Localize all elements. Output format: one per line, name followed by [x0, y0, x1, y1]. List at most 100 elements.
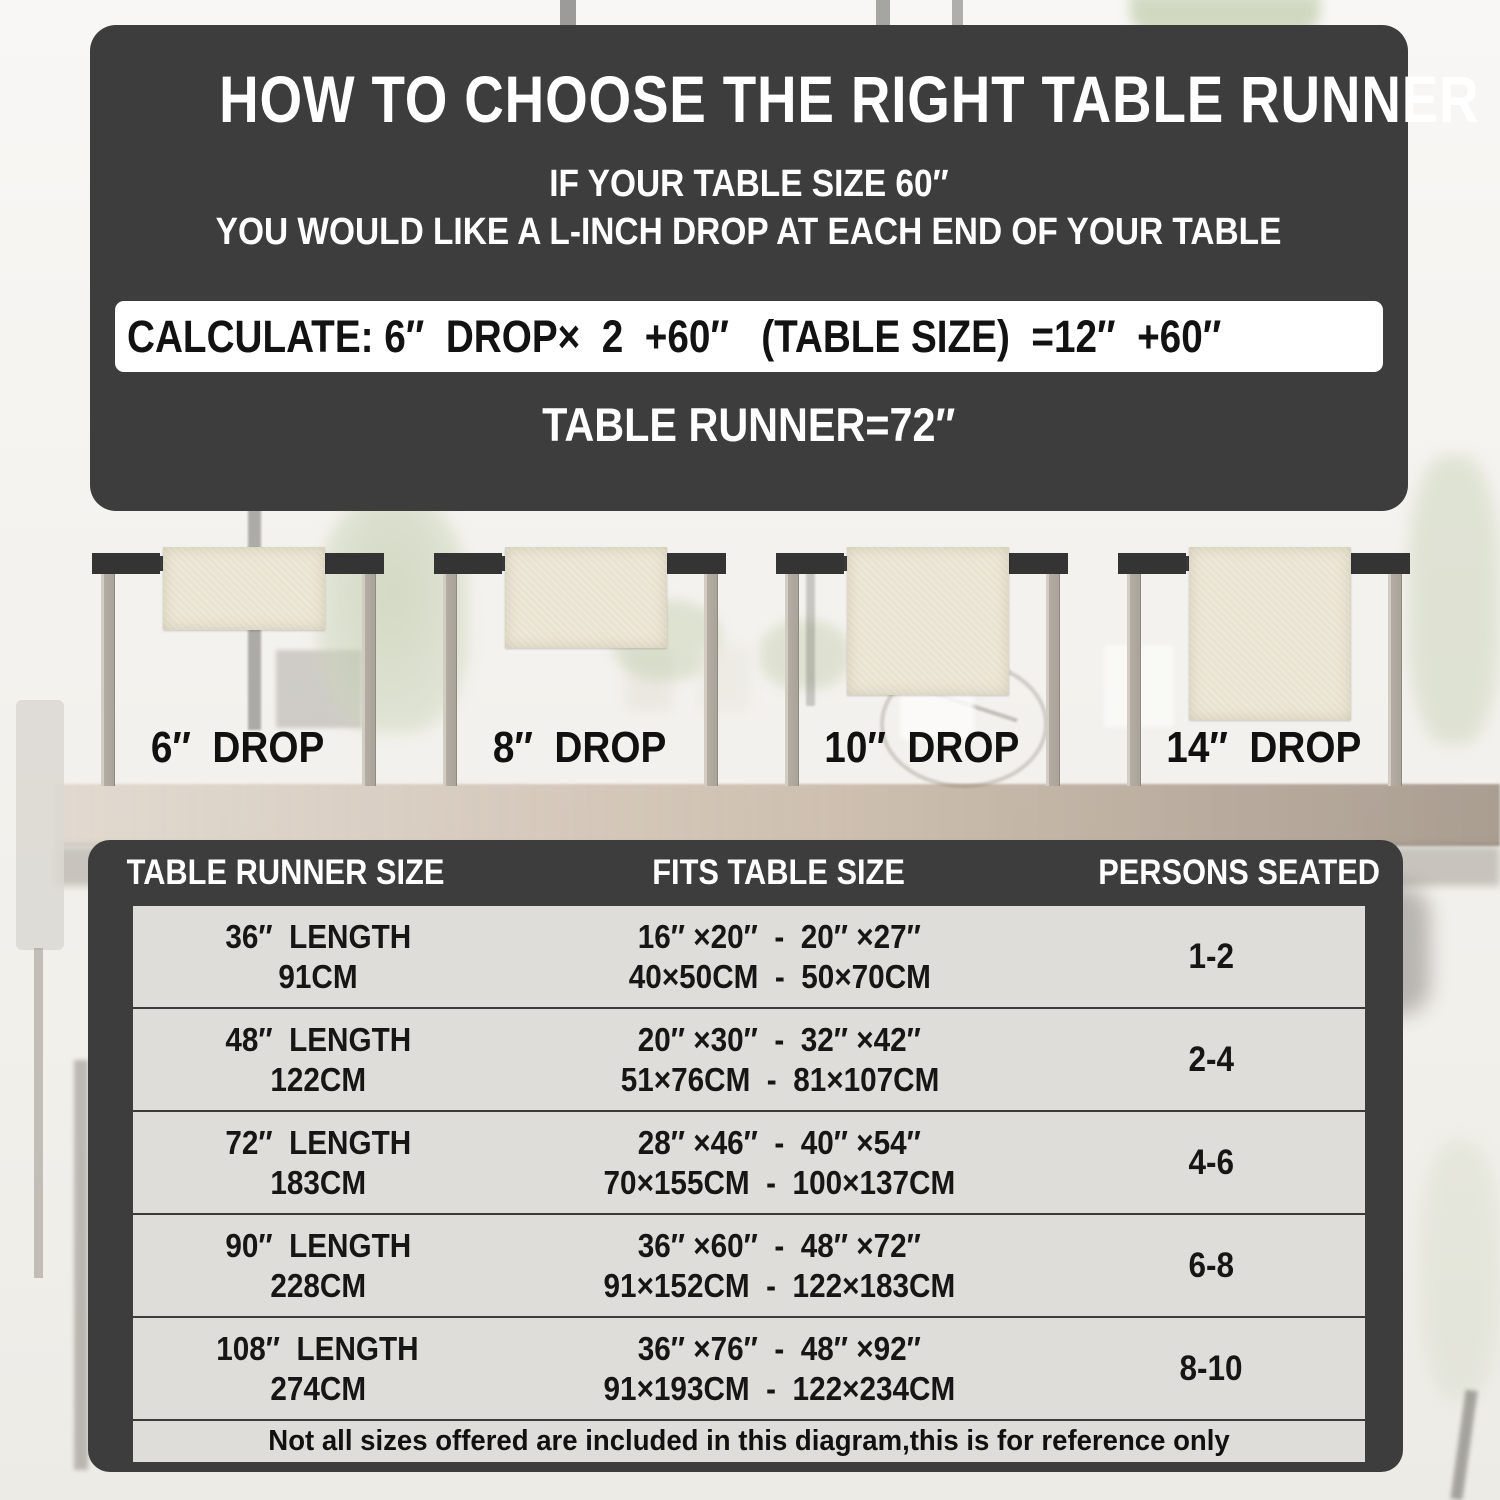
tabletop-end-left: [776, 553, 844, 574]
runner-length-cm: 274CM: [133, 1369, 503, 1409]
bg-window-frame: [806, 556, 815, 706]
fits-cm: 70×155CM - 100×137CM: [503, 1163, 1057, 1203]
bg-lamp-pole: [34, 948, 43, 1278]
tabletop-end-left: [434, 553, 502, 574]
runner-length-cm-text: 91CM: [278, 957, 358, 995]
intro-subtitle-1-text: IF YOUR TABLE SIZE 60″: [549, 163, 949, 205]
fits-cm-text: 70×155CM - 100×137CM: [603, 1163, 956, 1201]
runner-length-inches: 90″ LENGTH: [133, 1226, 503, 1266]
runner-length-inches: 48″ LENGTH: [133, 1020, 503, 1060]
intro-subtitle-2-text: YOU WOULD LIKE A L-INCH DROP AT EACH END…: [216, 211, 1282, 253]
bg-plant: [1420, 1140, 1500, 1400]
tabletop-end-right: [658, 553, 726, 574]
fits-cm: 51×76CM - 81×107CM: [503, 1060, 1057, 1100]
size-chart-body: 36″ LENGTH 91CM 16″ ×20″ - 20″ ×27″ 40×5…: [133, 906, 1365, 1462]
persons-seated-cell: 6-8: [1057, 1246, 1365, 1286]
table-row: 48″ LENGTH 122CM 20″ ×30″ - 32″ ×42″ 51×…: [133, 1009, 1365, 1112]
fits-size-cell: 36″ ×76″ - 48″ ×92″ 91×193CM - 122×234CM: [503, 1329, 1057, 1409]
column-header-text: PERSONS SEATED: [1097, 853, 1380, 892]
fits-cm: 40×50CM - 50×70CM: [503, 957, 1057, 997]
persons-seated-cell: 4-6: [1057, 1143, 1365, 1183]
fits-inches-text: 16″ ×20″ - 20″ ×27″: [638, 917, 922, 955]
drop-label-text: 10″ DROP: [824, 723, 1020, 772]
fits-inches: 28″ ×46″ - 40″ ×54″: [503, 1123, 1057, 1163]
drop-label: 8″ DROP: [414, 721, 746, 775]
persons-seated-cell: 2-4: [1057, 1040, 1365, 1080]
fits-inches: 36″ ×60″ - 48″ ×72″: [503, 1226, 1057, 1266]
runner-length-cm: 183CM: [133, 1163, 503, 1203]
bg-floor-lamp: [16, 700, 64, 950]
size-chart-note-text: Not all sizes offered are included in th…: [268, 1425, 1230, 1457]
fits-cm: 91×193CM - 122×234CM: [503, 1369, 1057, 1409]
runner-length-inches-text: 72″ LENGTH: [224, 1123, 411, 1161]
runner-length-cm-text: 274CM: [269, 1369, 366, 1407]
table-row: 90″ LENGTH 228CM 36″ ×60″ - 48″ ×72″ 91×…: [133, 1215, 1365, 1318]
intro-subtitle-2: YOU WOULD LIKE A L-INCH DROP AT EACH END…: [90, 209, 1408, 255]
drop-label-text: 6″ DROP: [151, 723, 325, 772]
tabletop-end-left: [92, 553, 160, 574]
size-chart-note: Not all sizes offered are included in th…: [133, 1421, 1365, 1462]
table-row: 108″ LENGTH 274CM 36″ ×76″ - 48″ ×92″ 91…: [133, 1318, 1365, 1421]
fits-cm-text: 91×193CM - 122×234CM: [603, 1369, 956, 1407]
runner-size-cell: 90″ LENGTH 228CM: [133, 1226, 503, 1306]
drop-label: 10″ DROP: [756, 721, 1088, 775]
drop-label: 14″ DROP: [1098, 721, 1430, 775]
bg-plant: [1408, 455, 1500, 745]
fits-inches: 16″ ×20″ - 20″ ×27″: [503, 917, 1057, 957]
table-runner-swatch: [163, 547, 325, 630]
runner-size-cell: 48″ LENGTH 122CM: [133, 1020, 503, 1100]
table-figure-14-drop: 14″ DROP: [1118, 545, 1410, 795]
bg-window-frame: [952, 0, 963, 30]
bg-window-frame: [876, 0, 890, 30]
tabletop-end-right: [316, 553, 384, 574]
table-row: 72″ LENGTH 183CM 28″ ×46″ - 40″ ×54″ 70×…: [133, 1112, 1365, 1215]
runner-size-cell: 108″ LENGTH 274CM: [133, 1329, 503, 1409]
calculation-bar: CALCULATE: 6″ DROP× 2 +60″ (TABLE SIZE) …: [115, 301, 1383, 372]
runner-length-cm: 122CM: [133, 1060, 503, 1100]
intro-panel: HOW TO CHOOSE THE RIGHT TABLE RUNNER IF …: [90, 25, 1479, 511]
drop-label: 6″ DROP: [72, 721, 404, 775]
table-figure-10-drop: 10″ DROP: [776, 545, 1068, 795]
size-chart-panel: TABLE RUNNER SIZE FITS TABLE SIZE PERSON…: [88, 840, 1403, 1472]
fits-size-cell: 20″ ×30″ - 32″ ×42″ 51×76CM - 81×107CM: [503, 1020, 1057, 1100]
table-leg-left: [785, 574, 799, 786]
drop-label-text: 14″ DROP: [1166, 723, 1362, 772]
bg-wood-tabletop: [55, 784, 1500, 846]
bg-chair-leg: [1450, 1389, 1478, 1500]
persons-seated-text: 2-4: [1188, 1039, 1234, 1079]
fits-inches: 36″ ×76″ - 48″ ×92″: [503, 1329, 1057, 1369]
fits-size-cell: 16″ ×20″ - 20″ ×27″ 40×50CM - 50×70CM: [503, 917, 1057, 997]
runner-length-inches: 108″ LENGTH: [133, 1329, 503, 1369]
column-header-text: TABLE RUNNER SIZE: [126, 853, 445, 892]
column-header-text: FITS TABLE SIZE: [652, 853, 905, 892]
fits-cm-text: 91×152CM - 122×183CM: [603, 1266, 956, 1304]
fits-inches-text: 36″ ×76″ - 48″ ×92″: [638, 1329, 922, 1367]
runner-length-inches-text: 90″ LENGTH: [224, 1226, 411, 1264]
table-leg-right: [1046, 574, 1060, 786]
fits-inches-text: 20″ ×30″ - 32″ ×42″: [638, 1020, 922, 1058]
table-leg-right: [362, 574, 376, 786]
column-header-runner-size: TABLE RUNNER SIZE: [88, 840, 483, 906]
tabletop-end-left: [1118, 553, 1186, 574]
runner-length-cm-text: 228CM: [269, 1266, 366, 1304]
table-runner-swatch: [1189, 547, 1351, 720]
persons-seated-text: 8-10: [1179, 1348, 1243, 1388]
runner-size-cell: 36″ LENGTH 91CM: [133, 917, 503, 997]
table-runner-swatch: [847, 547, 1009, 695]
bg-furniture-edge: [74, 1060, 88, 1470]
fits-inches-text: 28″ ×46″ - 40″ ×54″: [638, 1123, 922, 1161]
runner-length-inches-text: 36″ LENGTH: [224, 917, 411, 955]
table-figure-6-drop: 6″ DROP: [92, 545, 384, 795]
bg-plant: [760, 620, 850, 690]
calculation-result: TABLE RUNNER=72″: [90, 393, 1408, 457]
fits-inches-text: 36″ ×60″ - 48″ ×72″: [638, 1226, 922, 1264]
fits-cm: 91×152CM - 122×183CM: [503, 1266, 1057, 1306]
runner-size-cell: 72″ LENGTH 183CM: [133, 1123, 503, 1203]
runner-length-cm: 91CM: [133, 957, 503, 997]
persons-seated-text: 1-2: [1188, 936, 1234, 976]
fits-size-cell: 28″ ×46″ - 40″ ×54″ 70×155CM - 100×137CM: [503, 1123, 1057, 1203]
table-leg-right: [704, 574, 718, 786]
persons-seated-text: 4-6: [1188, 1142, 1234, 1182]
runner-length-inches: 36″ LENGTH: [133, 917, 503, 957]
